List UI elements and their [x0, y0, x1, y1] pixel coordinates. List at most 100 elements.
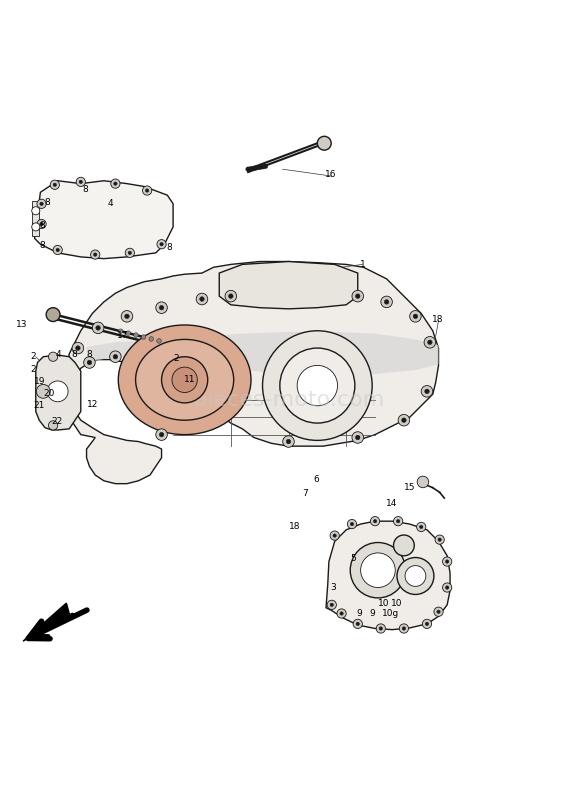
Circle shape — [263, 164, 268, 169]
Circle shape — [413, 314, 418, 318]
Circle shape — [443, 583, 452, 592]
Polygon shape — [66, 262, 439, 484]
Circle shape — [110, 351, 121, 362]
Circle shape — [79, 180, 83, 184]
Text: 2: 2 — [31, 365, 36, 374]
Circle shape — [96, 326, 100, 330]
Circle shape — [443, 557, 452, 566]
Circle shape — [92, 322, 104, 334]
Text: 8: 8 — [40, 221, 46, 230]
Circle shape — [248, 166, 253, 171]
Text: 2: 2 — [173, 354, 179, 363]
Circle shape — [162, 357, 208, 403]
Polygon shape — [36, 355, 81, 430]
Circle shape — [121, 310, 133, 322]
Circle shape — [111, 179, 120, 188]
Circle shape — [32, 206, 40, 214]
Circle shape — [417, 476, 429, 488]
Polygon shape — [35, 181, 173, 258]
Circle shape — [333, 534, 336, 538]
Circle shape — [47, 381, 68, 402]
Circle shape — [373, 519, 377, 523]
Circle shape — [114, 182, 117, 186]
Polygon shape — [326, 521, 450, 630]
Circle shape — [258, 165, 263, 170]
Circle shape — [396, 519, 400, 523]
Circle shape — [159, 306, 164, 310]
Circle shape — [428, 340, 432, 345]
Circle shape — [422, 619, 432, 629]
Polygon shape — [32, 201, 39, 235]
Circle shape — [160, 242, 163, 246]
Text: 8: 8 — [44, 198, 50, 206]
Text: 17: 17 — [117, 331, 129, 340]
Circle shape — [350, 522, 354, 526]
Circle shape — [40, 222, 43, 226]
Circle shape — [56, 248, 59, 252]
Circle shape — [196, 294, 208, 305]
Circle shape — [76, 194, 120, 238]
Circle shape — [84, 202, 113, 231]
Circle shape — [156, 338, 161, 343]
Text: 15: 15 — [404, 483, 415, 492]
Circle shape — [128, 251, 132, 254]
Circle shape — [356, 622, 359, 626]
Text: 19: 19 — [33, 377, 45, 386]
Circle shape — [225, 290, 237, 302]
Circle shape — [347, 519, 357, 529]
Circle shape — [424, 337, 436, 348]
Circle shape — [402, 418, 406, 422]
Circle shape — [353, 619, 362, 629]
Circle shape — [87, 360, 92, 365]
Text: 20: 20 — [43, 389, 55, 398]
Circle shape — [352, 432, 364, 443]
Text: 18: 18 — [432, 314, 443, 324]
Circle shape — [361, 553, 395, 587]
Circle shape — [84, 357, 95, 368]
Circle shape — [421, 386, 433, 397]
Text: 10: 10 — [391, 598, 403, 608]
Circle shape — [434, 607, 443, 616]
Circle shape — [355, 294, 360, 298]
Circle shape — [327, 600, 336, 610]
Circle shape — [337, 609, 346, 618]
Circle shape — [113, 354, 118, 359]
Circle shape — [381, 296, 392, 308]
Polygon shape — [87, 332, 439, 376]
Polygon shape — [23, 603, 69, 641]
Circle shape — [126, 331, 130, 335]
Circle shape — [394, 517, 403, 526]
Circle shape — [124, 204, 159, 238]
Circle shape — [125, 248, 134, 258]
Circle shape — [200, 297, 204, 302]
Text: 13: 13 — [16, 321, 28, 330]
Circle shape — [76, 178, 85, 186]
Circle shape — [330, 603, 334, 606]
Text: 18: 18 — [288, 522, 300, 531]
Circle shape — [376, 624, 385, 633]
Text: 4: 4 — [56, 350, 62, 359]
Circle shape — [46, 308, 60, 322]
Text: 9: 9 — [369, 609, 375, 618]
Circle shape — [72, 342, 84, 354]
Circle shape — [118, 329, 123, 334]
Circle shape — [263, 330, 372, 440]
Circle shape — [156, 302, 167, 314]
Circle shape — [435, 535, 444, 544]
Circle shape — [384, 300, 389, 304]
Circle shape — [172, 367, 197, 393]
Circle shape — [379, 626, 383, 630]
Circle shape — [410, 310, 421, 322]
Circle shape — [37, 219, 46, 229]
Circle shape — [143, 186, 152, 195]
Text: 2: 2 — [31, 352, 36, 362]
Circle shape — [159, 432, 164, 437]
Circle shape — [134, 333, 138, 338]
Circle shape — [91, 250, 100, 259]
Circle shape — [48, 421, 58, 430]
Text: 8: 8 — [166, 242, 172, 251]
Circle shape — [419, 526, 423, 529]
Text: 10g: 10g — [382, 609, 399, 618]
Text: 5: 5 — [350, 554, 356, 563]
Text: 12: 12 — [87, 400, 98, 409]
